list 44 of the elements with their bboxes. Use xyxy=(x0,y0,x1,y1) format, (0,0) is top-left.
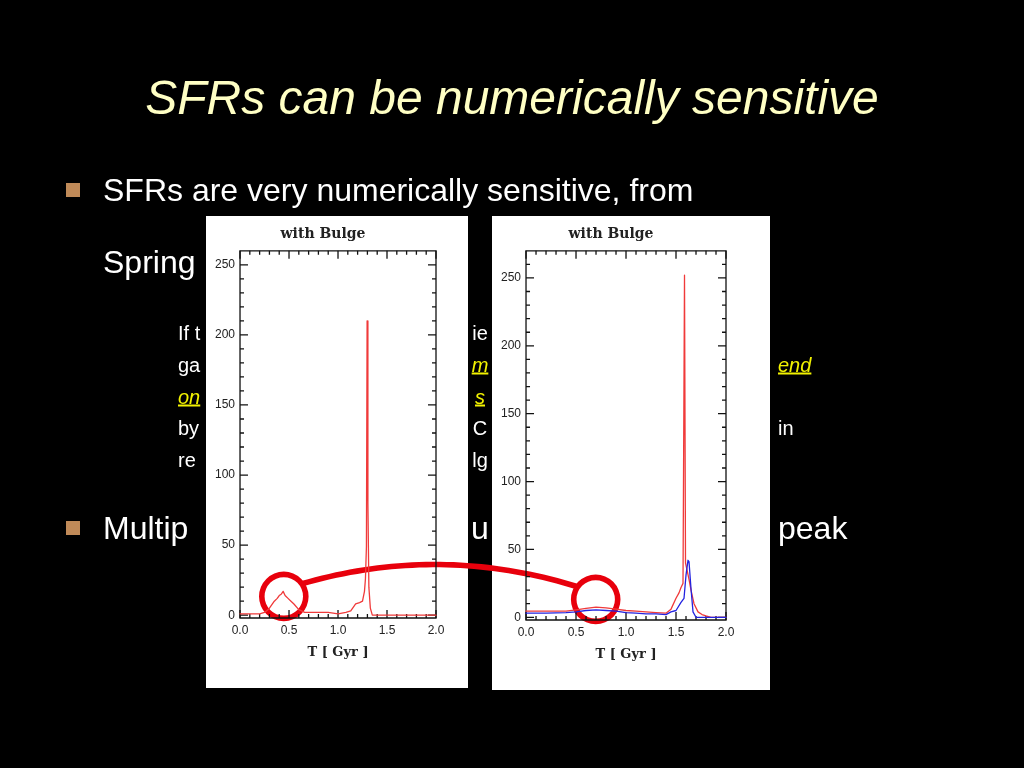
text: SFRs are very numerically sensitive, from xyxy=(103,171,694,209)
text: u xyxy=(471,509,489,547)
y-tick-label: 100 xyxy=(214,467,236,482)
text: Spring xyxy=(103,243,196,281)
y-tick-label: 0 xyxy=(228,607,236,622)
text: ga xyxy=(178,353,201,377)
text: Multip xyxy=(103,509,189,547)
y-tick-label: 50 xyxy=(507,541,522,556)
x-tick-label: 0.0 xyxy=(517,624,535,639)
text: lg xyxy=(472,448,488,472)
text: ie xyxy=(472,321,488,345)
x-tick-label: 2.0 xyxy=(427,622,445,637)
text: C xyxy=(472,416,488,440)
text: by xyxy=(178,416,200,440)
y-tick-label: 0 xyxy=(514,609,522,624)
x-tick-label: 1.5 xyxy=(378,622,396,637)
x-axis-title: T [ Gyr ] xyxy=(595,645,657,661)
y-tick-label: 100 xyxy=(500,473,522,488)
x-tick-label: 0.0 xyxy=(231,622,249,637)
text: peak xyxy=(778,509,848,547)
text: end xyxy=(778,353,812,377)
text: If t xyxy=(178,321,201,345)
y-tick-label: 50 xyxy=(221,537,236,552)
x-tick-label: 1.0 xyxy=(329,622,347,637)
y-tick-label: 200 xyxy=(500,338,522,353)
y-tick-label: 250 xyxy=(500,270,522,285)
text: in xyxy=(778,416,794,440)
text: SFRs can be numerically sensitive xyxy=(144,71,880,125)
x-tick-label: 1.0 xyxy=(617,624,635,639)
x-axis-title: T [ Gyr ] xyxy=(307,643,369,659)
y-tick-label: 150 xyxy=(214,397,236,412)
y-tick-label: 200 xyxy=(214,327,236,342)
x-tick-label: 0.5 xyxy=(567,624,585,639)
x-tick-label: 0.5 xyxy=(280,622,298,637)
text: on xyxy=(178,385,201,409)
text: s xyxy=(475,385,485,409)
x-tick-label: 2.0 xyxy=(717,624,735,639)
x-tick-label: 1.5 xyxy=(667,624,685,639)
y-tick-label: 150 xyxy=(500,405,522,420)
chart-title: with Bulge xyxy=(279,225,366,242)
text: m xyxy=(471,353,489,377)
text: re xyxy=(178,448,196,472)
y-tick-label: 250 xyxy=(214,257,236,272)
chart-title: with Bulge xyxy=(567,225,654,242)
